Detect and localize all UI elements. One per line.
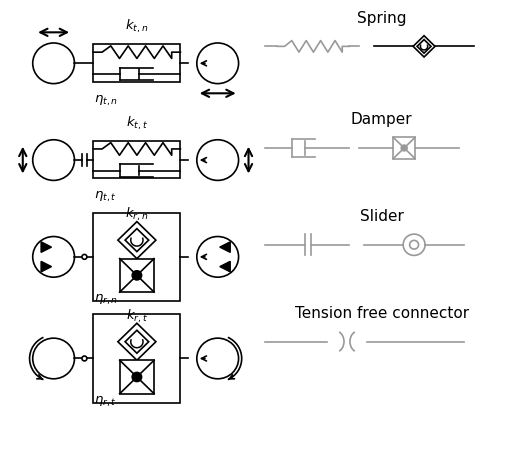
Polygon shape — [417, 40, 431, 54]
Polygon shape — [220, 242, 230, 253]
Text: $\eta_{t,t}$: $\eta_{t,t}$ — [94, 190, 117, 204]
Polygon shape — [118, 324, 156, 360]
Circle shape — [403, 235, 425, 256]
Circle shape — [410, 241, 419, 249]
Polygon shape — [41, 262, 52, 272]
Circle shape — [82, 255, 87, 260]
Bar — [393, 138, 415, 159]
Circle shape — [197, 338, 238, 379]
Circle shape — [401, 146, 407, 152]
Circle shape — [33, 140, 74, 181]
Circle shape — [82, 357, 87, 361]
Text: Damper: Damper — [351, 112, 413, 127]
Circle shape — [197, 140, 238, 181]
Bar — [93, 213, 180, 301]
Text: $\eta_{t,n}$: $\eta_{t,n}$ — [94, 93, 118, 107]
Circle shape — [197, 44, 238, 84]
Bar — [93, 141, 180, 179]
Bar — [93, 45, 180, 82]
Polygon shape — [125, 330, 148, 354]
Bar — [120, 360, 154, 394]
Text: $k_{r,n}$: $k_{r,n}$ — [125, 205, 148, 223]
Circle shape — [132, 373, 142, 382]
Text: $\eta_{r,n}$: $\eta_{r,n}$ — [94, 292, 118, 306]
Text: $k_{r,t}$: $k_{r,t}$ — [126, 307, 148, 324]
Circle shape — [197, 237, 238, 278]
Circle shape — [33, 237, 74, 278]
Polygon shape — [118, 222, 156, 259]
Text: $\eta_{r,t}$: $\eta_{r,t}$ — [94, 394, 117, 407]
Text: Slider: Slider — [360, 209, 403, 224]
Text: $k_{t,t}$: $k_{t,t}$ — [126, 114, 148, 132]
Polygon shape — [220, 262, 230, 272]
Circle shape — [33, 44, 74, 84]
Polygon shape — [125, 229, 148, 252]
Bar — [120, 259, 154, 292]
Circle shape — [33, 338, 74, 379]
Text: Spring: Spring — [357, 11, 407, 26]
Polygon shape — [413, 37, 435, 58]
Polygon shape — [41, 242, 52, 253]
Text: Tension free connector: Tension free connector — [295, 306, 469, 320]
Bar — [93, 315, 180, 403]
Text: $k_{t,n}$: $k_{t,n}$ — [125, 18, 148, 35]
Circle shape — [132, 271, 142, 280]
